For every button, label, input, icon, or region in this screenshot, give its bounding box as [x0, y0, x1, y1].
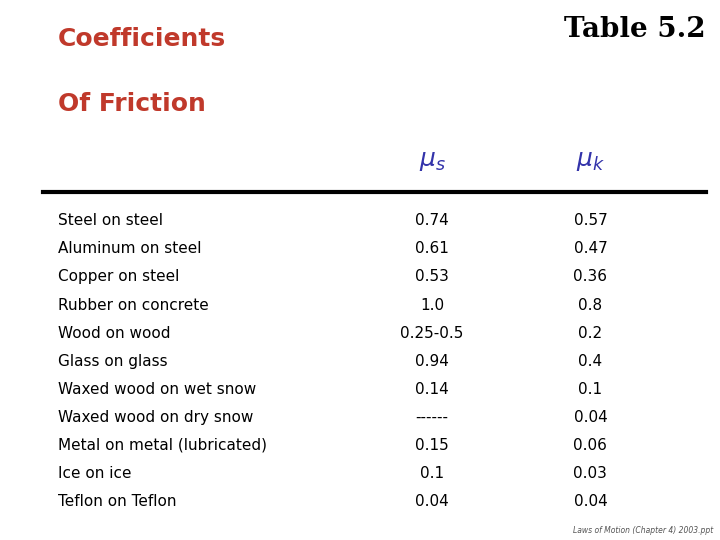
Text: 0.47: 0.47 — [574, 241, 607, 256]
Text: 0.25-0.5: 0.25-0.5 — [400, 326, 464, 341]
Text: Table 5.2: Table 5.2 — [564, 16, 706, 43]
Text: 0.15: 0.15 — [415, 438, 449, 453]
Text: 0.57: 0.57 — [574, 213, 607, 228]
Text: Glass on glass: Glass on glass — [58, 354, 167, 369]
Text: Ice on ice: Ice on ice — [58, 466, 131, 481]
Text: Rubber on concrete: Rubber on concrete — [58, 298, 208, 313]
Text: Wood on wood: Wood on wood — [58, 326, 170, 341]
Text: 0.04: 0.04 — [415, 494, 449, 509]
Text: 0.4: 0.4 — [578, 354, 603, 369]
Text: 0.06: 0.06 — [573, 438, 608, 453]
Text: Waxed wood on wet snow: Waxed wood on wet snow — [58, 382, 256, 397]
Text: 0.1: 0.1 — [578, 382, 603, 397]
Text: Laws of Motion (Chapter 4) 2003.ppt: Laws of Motion (Chapter 4) 2003.ppt — [572, 525, 713, 535]
Text: 0.2: 0.2 — [578, 326, 603, 341]
Text: Waxed wood on dry snow: Waxed wood on dry snow — [58, 410, 253, 425]
Text: Of Friction: Of Friction — [58, 92, 205, 116]
Text: 0.04: 0.04 — [574, 410, 607, 425]
Text: 0.53: 0.53 — [415, 269, 449, 285]
Text: 0.74: 0.74 — [415, 213, 449, 228]
Text: 0.14: 0.14 — [415, 382, 449, 397]
Text: Metal on metal (lubricated): Metal on metal (lubricated) — [58, 438, 266, 453]
Text: Steel on steel: Steel on steel — [58, 213, 163, 228]
Text: ------: ------ — [415, 410, 449, 425]
Text: Teflon on Teflon: Teflon on Teflon — [58, 494, 176, 509]
Text: Copper on steel: Copper on steel — [58, 269, 179, 285]
Text: $\mu_k$: $\mu_k$ — [576, 149, 605, 173]
Text: 0.94: 0.94 — [415, 354, 449, 369]
Text: 0.03: 0.03 — [573, 466, 608, 481]
Text: $\mu_s$: $\mu_s$ — [418, 149, 446, 173]
Text: 0.8: 0.8 — [578, 298, 603, 313]
Text: 0.04: 0.04 — [574, 494, 607, 509]
Text: Coefficients: Coefficients — [58, 27, 226, 51]
Text: 0.1: 0.1 — [420, 466, 444, 481]
Text: 0.61: 0.61 — [415, 241, 449, 256]
Text: Aluminum on steel: Aluminum on steel — [58, 241, 201, 256]
Text: 0.36: 0.36 — [573, 269, 608, 285]
Text: 1.0: 1.0 — [420, 298, 444, 313]
